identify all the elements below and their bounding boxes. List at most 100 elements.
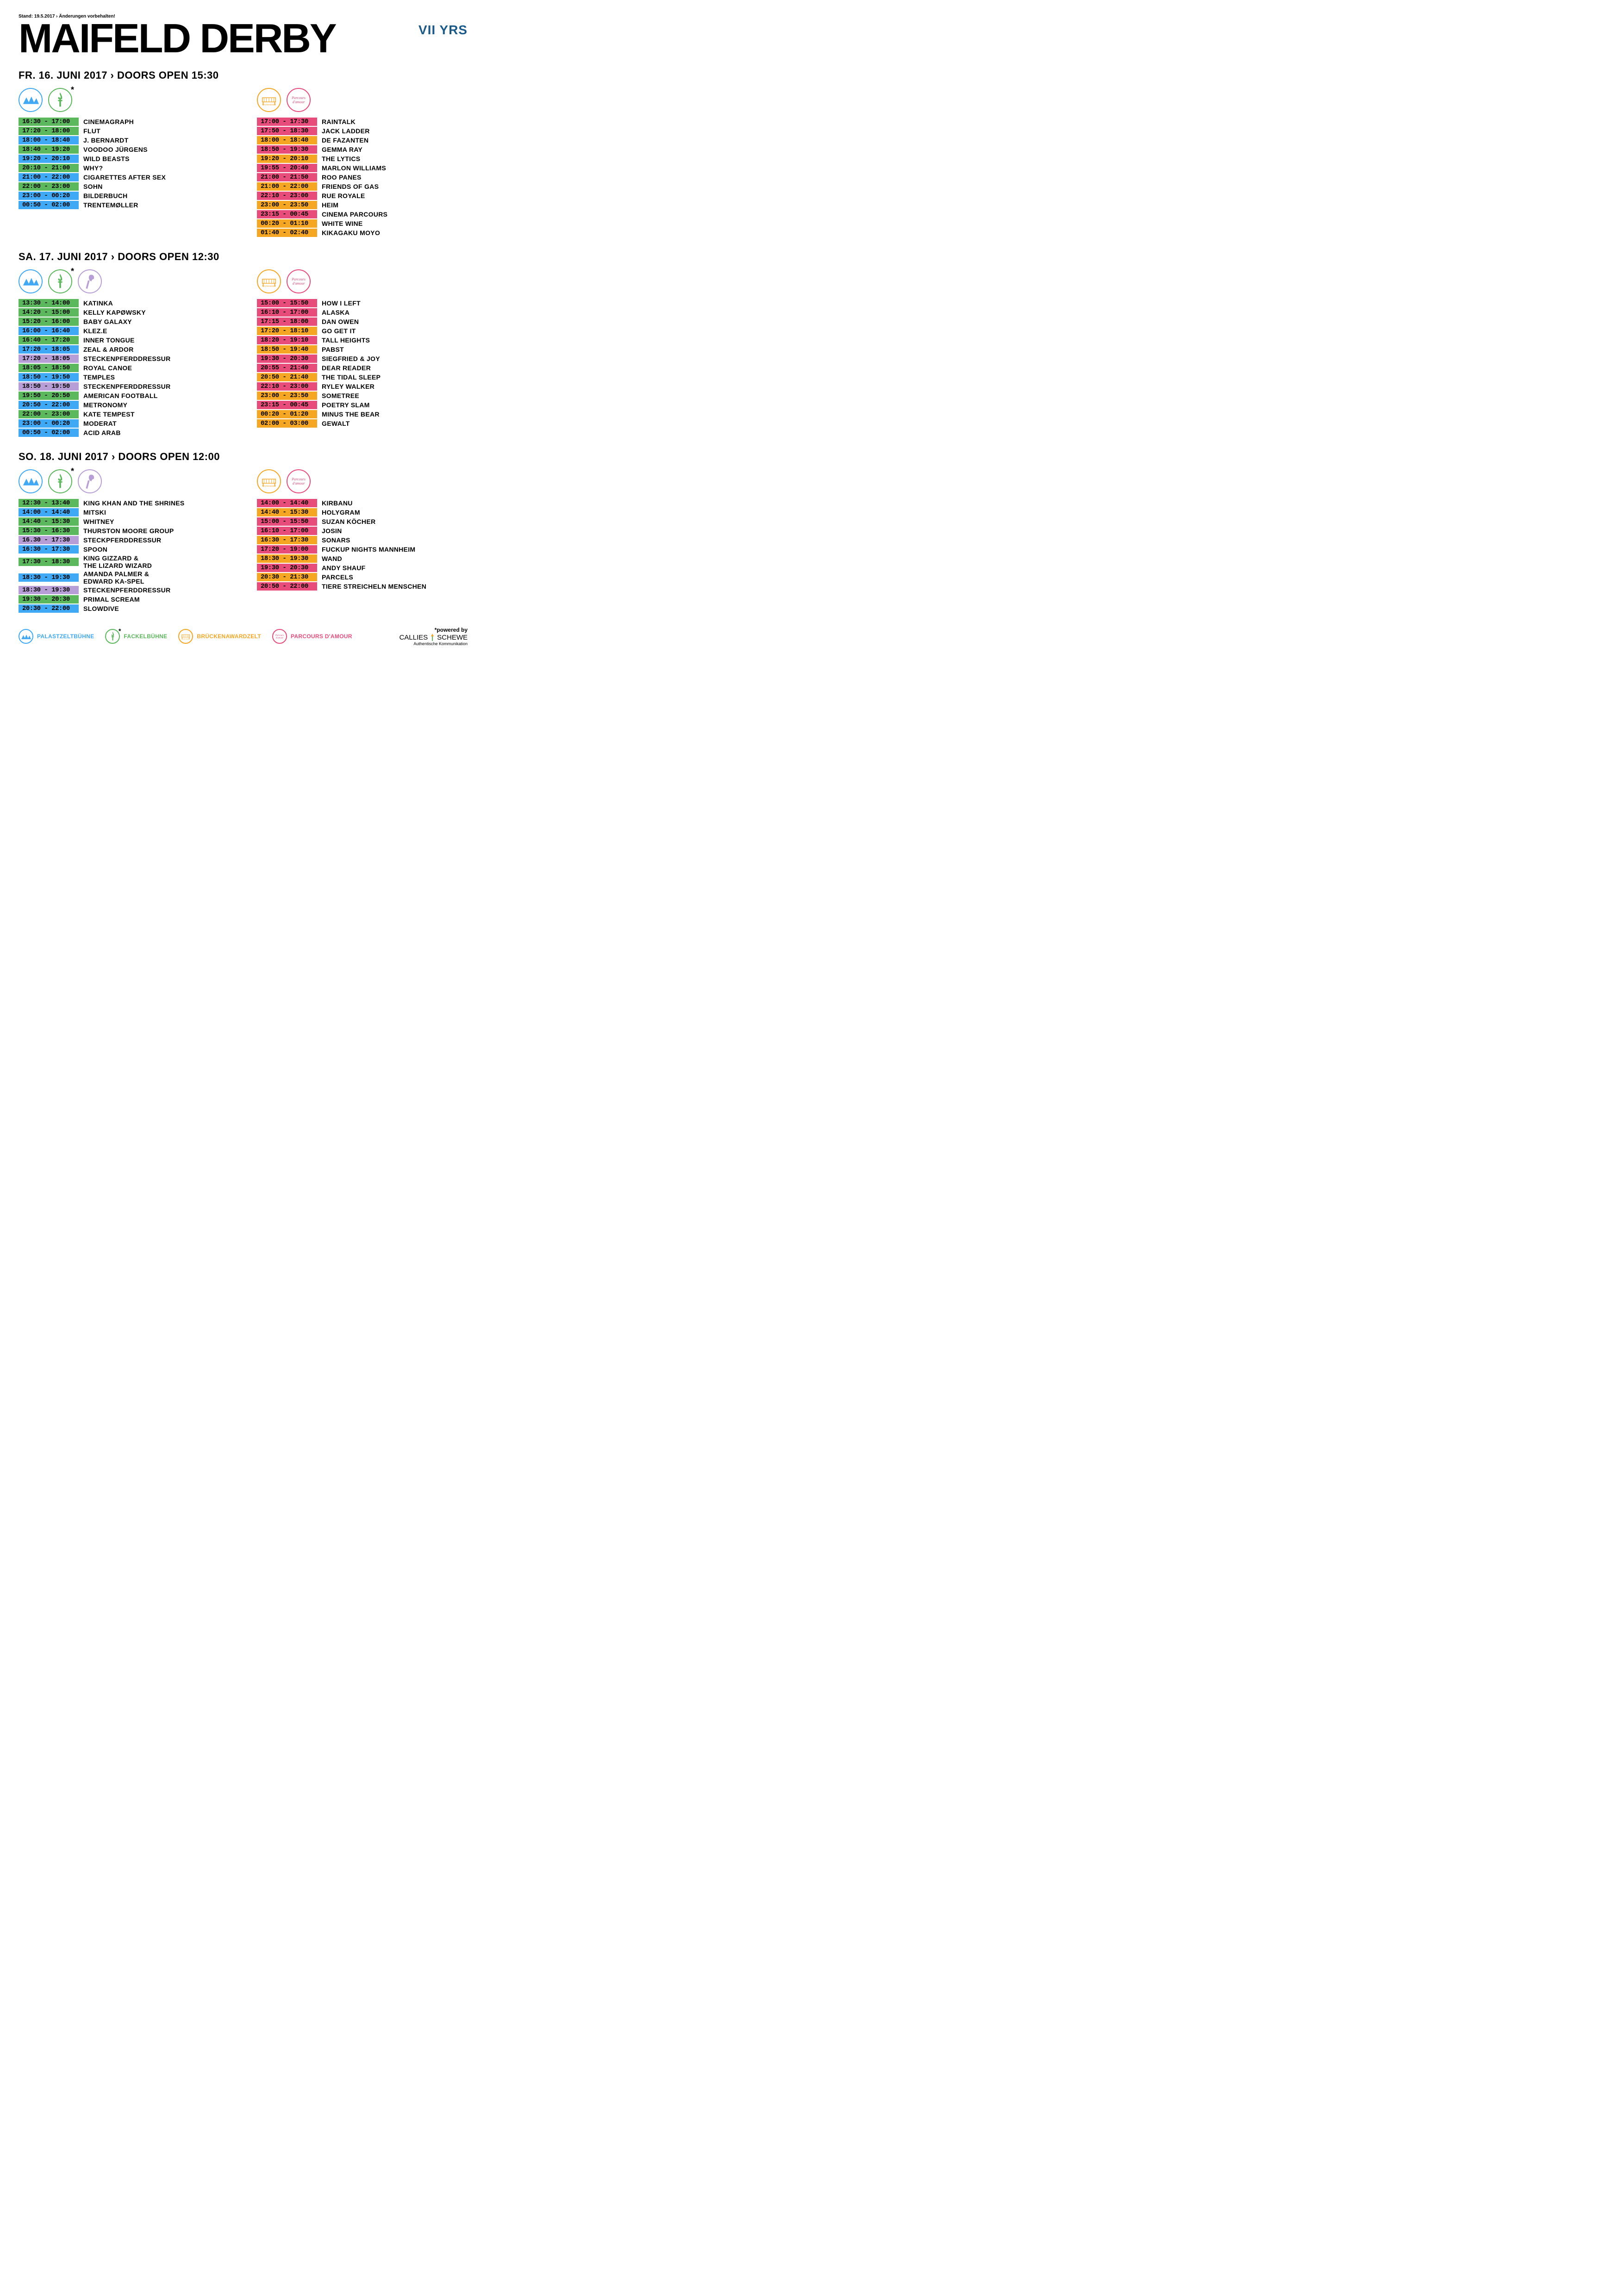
schedule-slot: 16:00 - 16:40KLEZ.E [19,327,229,335]
time-chip: 18:50 - 19:30 [257,145,317,154]
powered-by: *powered by CALLIES SCHEWE Authentische … [399,627,468,646]
time-chip: 19:30 - 20:30 [19,595,79,604]
time-chip: 20:50 - 22:00 [257,582,317,591]
schedule-slot: 20:50 - 22:00METRONOMY [19,401,229,409]
schedule-slot: 23:15 - 00:45POETRY SLAM [257,401,468,409]
schedule-slot: 23:00 - 23:50SOMETREE [257,392,468,400]
day-columns: *13:30 - 14:00KATINKA14:20 - 15:00KELLY … [19,269,468,438]
act-name: THE TIDAL SLEEP [322,373,381,381]
act-name: KIKAGAKU MOYO [322,229,380,236]
act-name: BABY GALAXY [83,318,132,325]
act-name: MITSKI [83,509,106,516]
schedule-slot: 21:00 - 22:00FRIENDS OF GAS [257,182,468,191]
time-chip: 17:20 - 18:05 [19,345,79,354]
legend: PALASTZELTBÜHNE*FACKELBÜHNEbrückenawardB… [19,627,468,646]
schedule-slot: 18:50 - 19:50STECKENPFERDDRESSUR [19,382,229,391]
schedule-slot: 14:00 - 14:40KIRBANU [257,499,468,507]
schedule-slot: 16.30 - 17:30STECKPFERDDRESSUR [19,536,229,544]
time-chip: 18:30 - 19:30 [19,573,79,582]
stage-icons-row: * [19,469,229,493]
act-name: SIEGFRIED & JOY [322,355,380,362]
svg-text:Parcours: Parcours [291,96,306,100]
schedule-slot: 16:40 - 17:20INNER TONGUE [19,336,229,344]
svg-text:d'amour: d'amour [293,281,306,286]
act-name: ZEAL & ARDOR [83,346,134,353]
act-name: ANDY SHAUF [322,564,366,572]
day-header: SO. 18. JUNI 2017 › DOORS OPEN 12:00 [19,451,468,463]
header: MAIFELD DERBY VII YRS [19,20,468,56]
act-name: AMERICAN FOOTBALL [83,392,158,399]
svg-text:d'amour: d'amour [293,481,306,485]
time-chip: 20:50 - 21:40 [257,373,317,381]
time-chip: 22:10 - 23:00 [257,382,317,391]
brucken-stage-icon: brückenaward [257,269,281,293]
asterisk-icon: * [119,627,121,635]
svg-text:brückenaward: brückenaward [182,638,190,640]
time-chip: 17:50 - 18:30 [257,127,317,135]
schedule-slot: 22:10 - 23:00RYLEY WALKER [257,382,468,391]
time-chip: 19:20 - 20:10 [19,155,79,163]
time-chip: 23:00 - 00:20 [19,192,79,200]
stage-icons-row: * [19,269,229,293]
act-name: KATE TEMPEST [83,411,135,418]
time-chip: 16:30 - 17:30 [19,545,79,554]
time-chip: 15:30 - 16:30 [19,527,79,535]
fackel-legend-icon: * [105,629,120,644]
act-name: VOODOO JÜRGENS [83,146,148,153]
act-name: GO GET IT [322,327,356,335]
time-chip: 17:20 - 18:05 [19,355,79,363]
schedule-slot: 18:50 - 19:50TEMPLES [19,373,229,381]
schedule-slot: 21:00 - 22:00CIGARETTES AFTER SEX [19,173,229,181]
time-chip: 00:50 - 02:00 [19,201,79,209]
day-header: SA. 17. JUNI 2017 › DOORS OPEN 12:30 [19,251,468,263]
palast-stage-icon [19,269,43,293]
schedule-slot: 17:00 - 17:30RAINTALK [257,118,468,126]
schedule-slot: 18:05 - 18:50ROYAL CANOE [19,364,229,372]
schedule-slot: 16:10 - 17:00JOSIN [257,527,468,535]
schedule-slot: 00:50 - 02:00TRENTEMØLLER [19,201,229,209]
svg-text:brückenaward: brückenaward [262,103,276,106]
day-columns: *12:30 - 13:40KING KHAN AND THE SHRINES1… [19,469,468,614]
stage-icons-row: brückenawardParcoursd'amour [257,269,468,293]
palast-stage-icon [19,88,43,112]
act-name: POETRY SLAM [322,401,370,409]
act-name: THURSTON MOORE GROUP [83,527,174,535]
act-name: PARCELS [322,573,353,581]
act-name: TIERE STREICHELN MENSCHEN [322,583,426,590]
schedule-slot: 19:30 - 20:30ANDY SHAUF [257,564,468,572]
act-name: AMANDA PALMER &EDWARD KA-SPEL [83,570,149,585]
time-chip: 14:00 - 14:40 [19,508,79,516]
schedule-slot: 14:40 - 15:30WHITNEY [19,517,229,526]
schedule-slot: 17:20 - 18:05 ZEAL & ARDOR [19,345,229,354]
schedule-slot: 17:30 - 18:30KING GIZZARD &THE LIZARD WI… [19,554,229,569]
schedule-slot: 18:30 - 19:30WAND [257,554,468,563]
time-chip: 23:15 - 00:45 [257,210,317,218]
act-name: WHITE WINE [322,220,363,227]
act-name: SOHN [83,183,103,190]
schedule-slot: 17:20 - 18:00FLUT [19,127,229,135]
time-chip: 15:00 - 15:50 [257,299,317,307]
act-name: JOSIN [322,527,342,535]
act-name: PRIMAL SCREAM [83,596,140,603]
act-name: INNER TONGUE [83,336,135,344]
schedule-slot: 18:20 - 19:10TALL HEIGHTS [257,336,468,344]
time-chip: 00:50 - 02:00 [19,429,79,437]
stage-icons-row: * [19,88,229,112]
act-name: SLOWDIVE [83,605,119,612]
powered-sub: Authentische Kommunikation [399,641,468,646]
time-chip: 22:00 - 23:00 [19,410,79,418]
fackel-stage-icon: * [48,269,72,293]
act-name: J. BERNARDT [83,137,128,144]
stage-icons-row: brückenawardParcoursd'amour [257,469,468,493]
time-chip: 14:40 - 15:30 [19,517,79,526]
schedule-slot: 18:00 - 18:40DE FAZANTEN [257,136,468,144]
act-name: MODERAT [83,420,117,427]
act-name: WHY? [83,164,103,172]
act-name: ROO PANES [322,174,362,181]
time-chip: 19:30 - 20:30 [257,355,317,363]
stecken-stage-icon [78,469,102,493]
time-chip: 20:10 - 21:00 [19,164,79,172]
svg-text:brückenaward: brückenaward [262,285,276,287]
schedule-slot: 20:10 - 21:00 WHY? [19,164,229,172]
asterisk-icon: * [71,267,74,276]
